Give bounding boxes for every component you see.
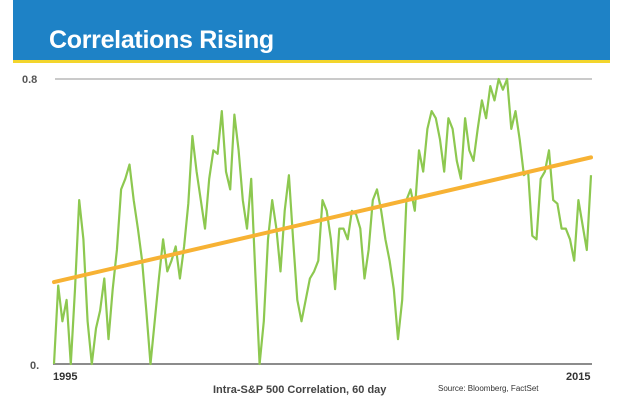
page-title: Correlations Rising (49, 26, 274, 54)
x-tick-label: 2015 (566, 371, 590, 383)
x-tick-label: 1995 (53, 371, 77, 383)
source-note: Source: Bloomberg, FactSet (438, 384, 539, 393)
y-tick-label: 0. (30, 360, 39, 372)
y-tick-label: 0.8 (22, 74, 37, 86)
correlation-series-line (52, 77, 593, 366)
x-axis-label: Intra-S&P 500 Correlation, 60 day (213, 384, 387, 396)
header-banner: Correlations Rising (13, 0, 610, 63)
trend-line (52, 155, 593, 285)
